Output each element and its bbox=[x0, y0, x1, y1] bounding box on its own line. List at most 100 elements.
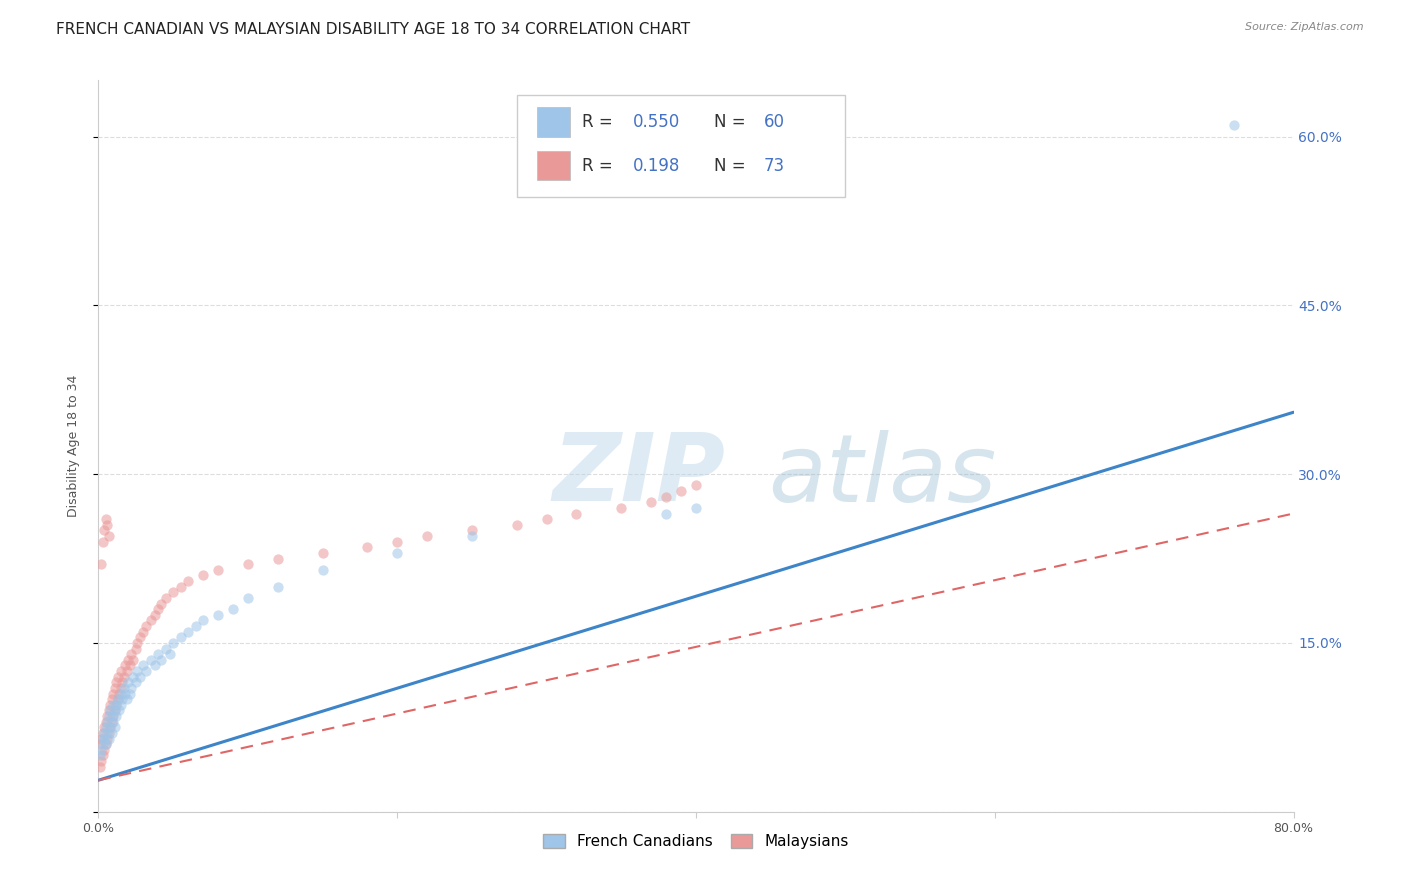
Point bbox=[506, 517, 529, 532]
Point bbox=[155, 591, 177, 605]
Point bbox=[103, 709, 125, 723]
Point bbox=[94, 512, 117, 526]
Point bbox=[385, 546, 409, 560]
Point bbox=[94, 720, 117, 734]
Point bbox=[91, 731, 114, 746]
FancyBboxPatch shape bbox=[537, 152, 571, 180]
Text: Source: ZipAtlas.com: Source: ZipAtlas.com bbox=[1246, 22, 1364, 32]
Point bbox=[169, 580, 191, 594]
Point bbox=[111, 692, 134, 706]
Point bbox=[97, 703, 120, 717]
Point bbox=[103, 698, 125, 712]
Point bbox=[101, 692, 124, 706]
Point bbox=[98, 720, 122, 734]
Point bbox=[91, 726, 114, 740]
Point bbox=[356, 541, 378, 555]
Point bbox=[93, 720, 115, 734]
Point bbox=[104, 703, 127, 717]
Point bbox=[155, 641, 177, 656]
Point bbox=[91, 748, 114, 763]
Point bbox=[150, 597, 173, 611]
Point bbox=[127, 636, 149, 650]
Point bbox=[461, 529, 484, 543]
Point bbox=[685, 478, 707, 492]
Point bbox=[143, 658, 166, 673]
Point bbox=[150, 653, 173, 667]
FancyBboxPatch shape bbox=[517, 95, 845, 197]
Point bbox=[461, 524, 484, 538]
Point bbox=[103, 687, 125, 701]
Point bbox=[207, 607, 229, 622]
Point bbox=[110, 681, 132, 695]
Point bbox=[98, 703, 122, 717]
Point bbox=[101, 709, 124, 723]
Point bbox=[90, 557, 112, 571]
Point bbox=[112, 681, 135, 695]
Y-axis label: Disability Age 18 to 34: Disability Age 18 to 34 bbox=[67, 375, 80, 517]
Point bbox=[184, 619, 207, 633]
Text: FRENCH CANADIAN VS MALAYSIAN DISABILITY AGE 18 TO 34 CORRELATION CHART: FRENCH CANADIAN VS MALAYSIAN DISABILITY … bbox=[56, 22, 690, 37]
Point bbox=[177, 574, 200, 588]
Point bbox=[89, 748, 111, 763]
Point bbox=[108, 687, 131, 701]
Point bbox=[97, 731, 120, 746]
Point bbox=[311, 546, 333, 560]
Point bbox=[94, 737, 117, 751]
Point bbox=[93, 743, 115, 757]
Point bbox=[97, 529, 120, 543]
Point bbox=[103, 714, 125, 729]
Point bbox=[685, 500, 707, 515]
Point bbox=[177, 624, 200, 639]
Point bbox=[114, 658, 136, 673]
Point bbox=[655, 490, 678, 504]
Legend: French Canadians, Malaysians: French Canadians, Malaysians bbox=[537, 828, 855, 855]
Text: N =: N = bbox=[714, 113, 751, 131]
Point bbox=[148, 647, 170, 661]
FancyBboxPatch shape bbox=[537, 107, 571, 136]
Point bbox=[117, 653, 139, 667]
Text: 73: 73 bbox=[763, 157, 785, 175]
Point bbox=[110, 664, 132, 678]
Point bbox=[104, 681, 127, 695]
Point bbox=[311, 563, 333, 577]
Point bbox=[98, 698, 122, 712]
Point bbox=[120, 647, 142, 661]
Point bbox=[121, 670, 143, 684]
Point bbox=[97, 726, 120, 740]
Point bbox=[669, 483, 692, 498]
Point bbox=[107, 670, 129, 684]
Point bbox=[104, 703, 127, 717]
Point bbox=[107, 692, 129, 706]
Point bbox=[91, 737, 114, 751]
Point bbox=[169, 630, 191, 644]
Point bbox=[143, 607, 166, 622]
Point bbox=[105, 675, 128, 690]
Point bbox=[135, 619, 157, 633]
Point bbox=[110, 687, 132, 701]
Point bbox=[96, 714, 118, 729]
Point bbox=[115, 692, 138, 706]
Point bbox=[127, 664, 149, 678]
Text: R =: R = bbox=[582, 157, 619, 175]
Point bbox=[125, 641, 148, 656]
Point bbox=[96, 731, 118, 746]
Point bbox=[610, 500, 633, 515]
Point bbox=[101, 714, 124, 729]
Point bbox=[96, 709, 118, 723]
Text: 0.550: 0.550 bbox=[633, 113, 681, 131]
Point bbox=[416, 529, 439, 543]
Point bbox=[105, 698, 128, 712]
Point bbox=[89, 760, 111, 774]
Point bbox=[135, 664, 157, 678]
Text: ZIP: ZIP bbox=[553, 429, 725, 521]
Point bbox=[105, 709, 128, 723]
Point bbox=[385, 534, 409, 549]
Text: atlas: atlas bbox=[768, 430, 995, 521]
Point bbox=[98, 720, 122, 734]
Point bbox=[104, 720, 127, 734]
Point bbox=[90, 754, 112, 768]
Point bbox=[107, 692, 129, 706]
Point bbox=[112, 670, 135, 684]
Point bbox=[129, 670, 152, 684]
Point bbox=[236, 557, 259, 571]
